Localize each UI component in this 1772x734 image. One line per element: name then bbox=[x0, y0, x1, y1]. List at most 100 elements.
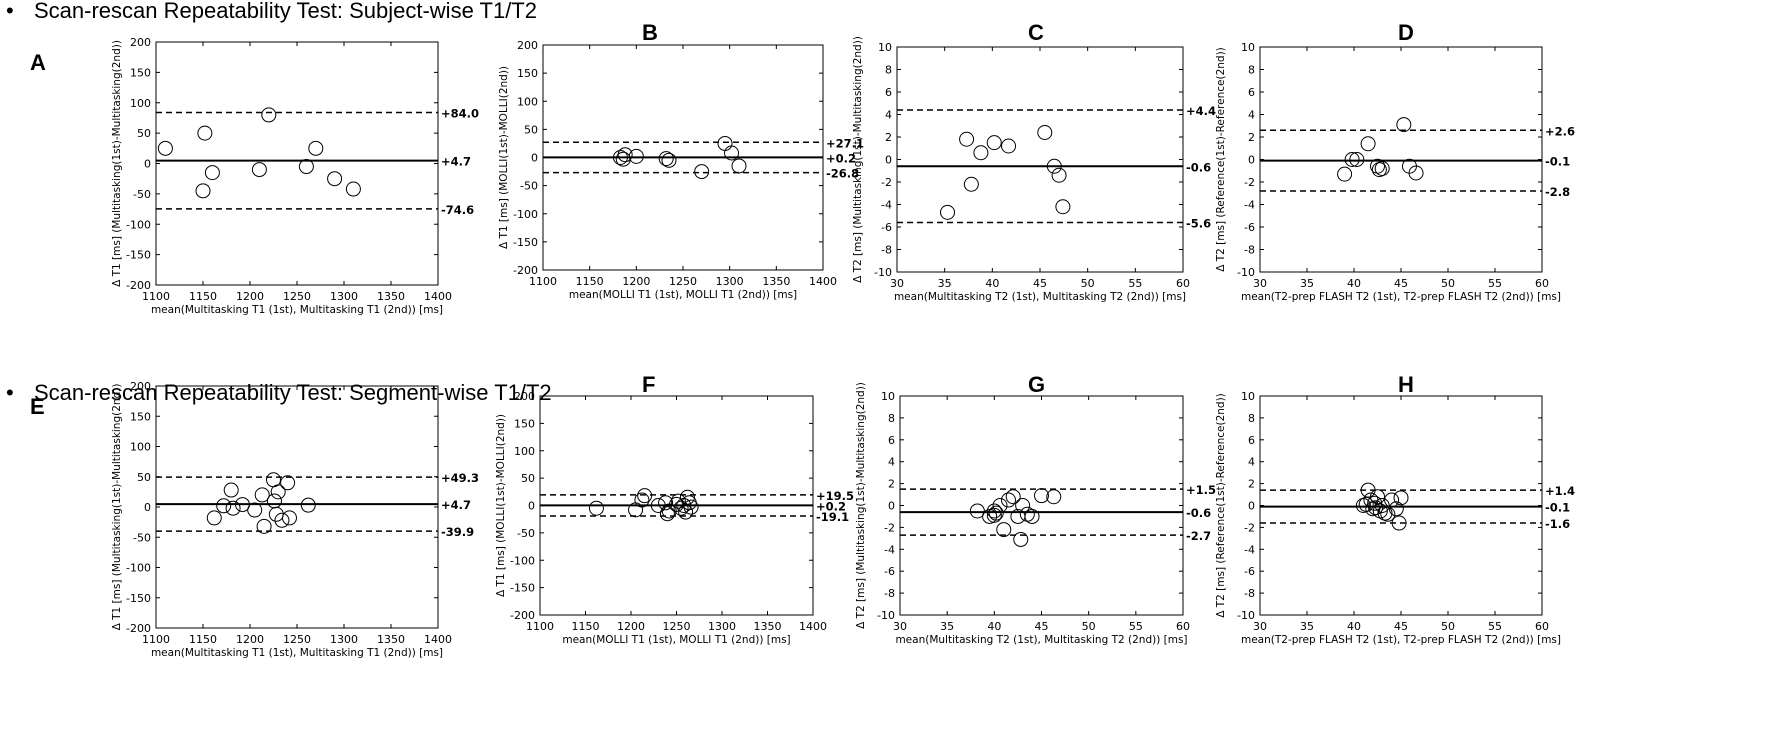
data-point bbox=[670, 493, 686, 509]
y-tick-label: -50 bbox=[520, 180, 538, 193]
y-tick-label: 200 bbox=[130, 380, 151, 393]
y-tick-label: 10 bbox=[1241, 390, 1255, 403]
x-tick-label: 1350 bbox=[377, 633, 405, 646]
y-tick-label: 0 bbox=[888, 500, 895, 513]
data-point bbox=[731, 158, 747, 174]
x-tick-label: 1200 bbox=[622, 275, 650, 288]
x-tick-label: 45 bbox=[1394, 277, 1408, 290]
x-tick-label: 1250 bbox=[663, 620, 691, 633]
panel-a: A 1100 1150 1200 1250 1300 1350 1400 -200 -150 -10… bbox=[30, 36, 479, 316]
x-tick-label: 1100 bbox=[526, 620, 554, 633]
panel-e: E 1100 1150 1200 1250 1300 1350 1400 -200 -150 -10… bbox=[30, 380, 479, 659]
x-tick-label: 1300 bbox=[330, 290, 358, 303]
data-point bbox=[659, 506, 675, 522]
x-tick-label: 30 bbox=[890, 277, 904, 290]
data-point bbox=[1337, 166, 1353, 182]
lower-loa-label: -39.9 bbox=[441, 525, 474, 539]
y-tick-label: 8 bbox=[1248, 412, 1255, 425]
y-axis-label: Δ T2 [ms] (Reference(1st)-Reference(2nd)… bbox=[1215, 47, 1227, 272]
y-tick-label: 8 bbox=[888, 412, 895, 425]
x-axis-label: mean(MOLLI T1 (1st), MOLLI T1 (2nd)) [ms… bbox=[569, 289, 797, 301]
data-point bbox=[225, 500, 241, 516]
data-point bbox=[1001, 138, 1017, 154]
y-tick-label: -10 bbox=[874, 266, 892, 279]
data-point bbox=[617, 147, 633, 163]
y-tick-label: 4 bbox=[1248, 456, 1255, 469]
y-tick-label: -50 bbox=[517, 527, 535, 540]
y-tick-label: -200 bbox=[126, 622, 151, 635]
x-tick-label: 40 bbox=[1347, 277, 1361, 290]
y-tick-label: 0 bbox=[144, 501, 151, 514]
data-point bbox=[986, 503, 1002, 519]
y-tick-label: 8 bbox=[885, 64, 892, 77]
y-tick-label: 100 bbox=[130, 441, 151, 454]
data-point bbox=[1371, 162, 1387, 178]
x-tick-label: 1100 bbox=[142, 633, 170, 646]
y-tick-label: -4 bbox=[1244, 199, 1255, 212]
lower-loa-label: -1.6 bbox=[1545, 517, 1570, 531]
panel-d: D 30 35 40 45 50 55 60 -10 -8 -6 -4 -2 0 2 4 6 8 10 mean(T2… bbox=[1215, 20, 1575, 303]
x-tick-label: 1350 bbox=[762, 275, 790, 288]
y-tick-label: -2 bbox=[881, 176, 892, 189]
data-point bbox=[940, 204, 956, 220]
x-tick-label: 1400 bbox=[799, 620, 827, 633]
panel-letter: D bbox=[1398, 20, 1414, 45]
x-tick-label: 40 bbox=[1347, 620, 1361, 633]
data-point bbox=[1360, 136, 1376, 152]
data-point bbox=[1388, 501, 1404, 517]
data-point bbox=[982, 508, 998, 524]
x-tick-label: 1150 bbox=[572, 620, 600, 633]
y-tick-label: -100 bbox=[126, 218, 151, 231]
y-tick-label: 50 bbox=[137, 127, 151, 140]
x-tick-label: 30 bbox=[893, 620, 907, 633]
section-title-text: Scan-rescan Repeatability Test: Subject-… bbox=[34, 0, 537, 23]
y-axis-label: Δ T2 [ms] (Multitasking(1st)-Multitaskin… bbox=[855, 382, 867, 629]
y-tick-label: -50 bbox=[133, 188, 151, 201]
x-tick-label: 40 bbox=[987, 620, 1001, 633]
x-axis-label: mean(Multitasking T1 (1st), Multitasking… bbox=[151, 304, 443, 316]
mean-label: -0.6 bbox=[1186, 160, 1211, 174]
data-point bbox=[247, 502, 263, 518]
y-tick-label: 2 bbox=[888, 478, 895, 491]
y-tick-label: -200 bbox=[126, 279, 151, 292]
data-point bbox=[658, 151, 674, 167]
y-tick-label: 4 bbox=[1248, 109, 1255, 122]
mean-label: -0.1 bbox=[1545, 155, 1570, 169]
upper-loa-label: +1.5 bbox=[1186, 483, 1216, 497]
section-title-text: Scan-rescan Repeatability Test: Segment-… bbox=[34, 380, 552, 405]
x-tick-label: 1200 bbox=[236, 290, 264, 303]
lower-loa-label: -5.6 bbox=[1186, 217, 1211, 231]
y-tick-label: -6 bbox=[881, 221, 892, 234]
y-tick-label: -2 bbox=[1244, 521, 1255, 534]
x-tick-label: 45 bbox=[1394, 620, 1408, 633]
data-point bbox=[308, 140, 324, 156]
x-tick-label: 1250 bbox=[669, 275, 697, 288]
plot-frame bbox=[899, 395, 1184, 616]
data-point bbox=[724, 145, 740, 161]
data-point bbox=[327, 171, 343, 187]
y-tick-label: -4 bbox=[884, 543, 895, 556]
plot-frame bbox=[155, 41, 439, 286]
panel-g: G 30 35 40 45 50 55 60 -10 -8 -6 -4 -2 0 2 4 6 8 10 mean(Mu… bbox=[855, 372, 1216, 646]
x-tick-label: 1150 bbox=[189, 633, 217, 646]
data-point bbox=[254, 487, 270, 503]
section-title-segment-wise: • Scan-rescan Repeatability Test: Segment… bbox=[6, 380, 552, 406]
panel-letter: H bbox=[1398, 372, 1414, 397]
data-point bbox=[1051, 167, 1067, 183]
panel-letter: B bbox=[642, 20, 658, 45]
data-point bbox=[996, 522, 1012, 538]
data-point bbox=[261, 107, 277, 123]
y-tick-label: 10 bbox=[1241, 41, 1255, 54]
data-point bbox=[298, 159, 314, 175]
x-tick-label: 55 bbox=[1488, 277, 1502, 290]
y-tick-label: -150 bbox=[126, 592, 151, 605]
data-point bbox=[717, 135, 733, 151]
data-point bbox=[1370, 489, 1385, 505]
y-tick-label: -10 bbox=[877, 609, 895, 622]
plot-frame bbox=[1259, 46, 1543, 273]
x-tick-label: 30 bbox=[1253, 277, 1267, 290]
y-tick-label: 50 bbox=[521, 472, 535, 485]
y-tick-label: -2 bbox=[884, 521, 895, 534]
x-tick-label: 60 bbox=[1535, 620, 1549, 633]
data-point bbox=[634, 492, 650, 508]
